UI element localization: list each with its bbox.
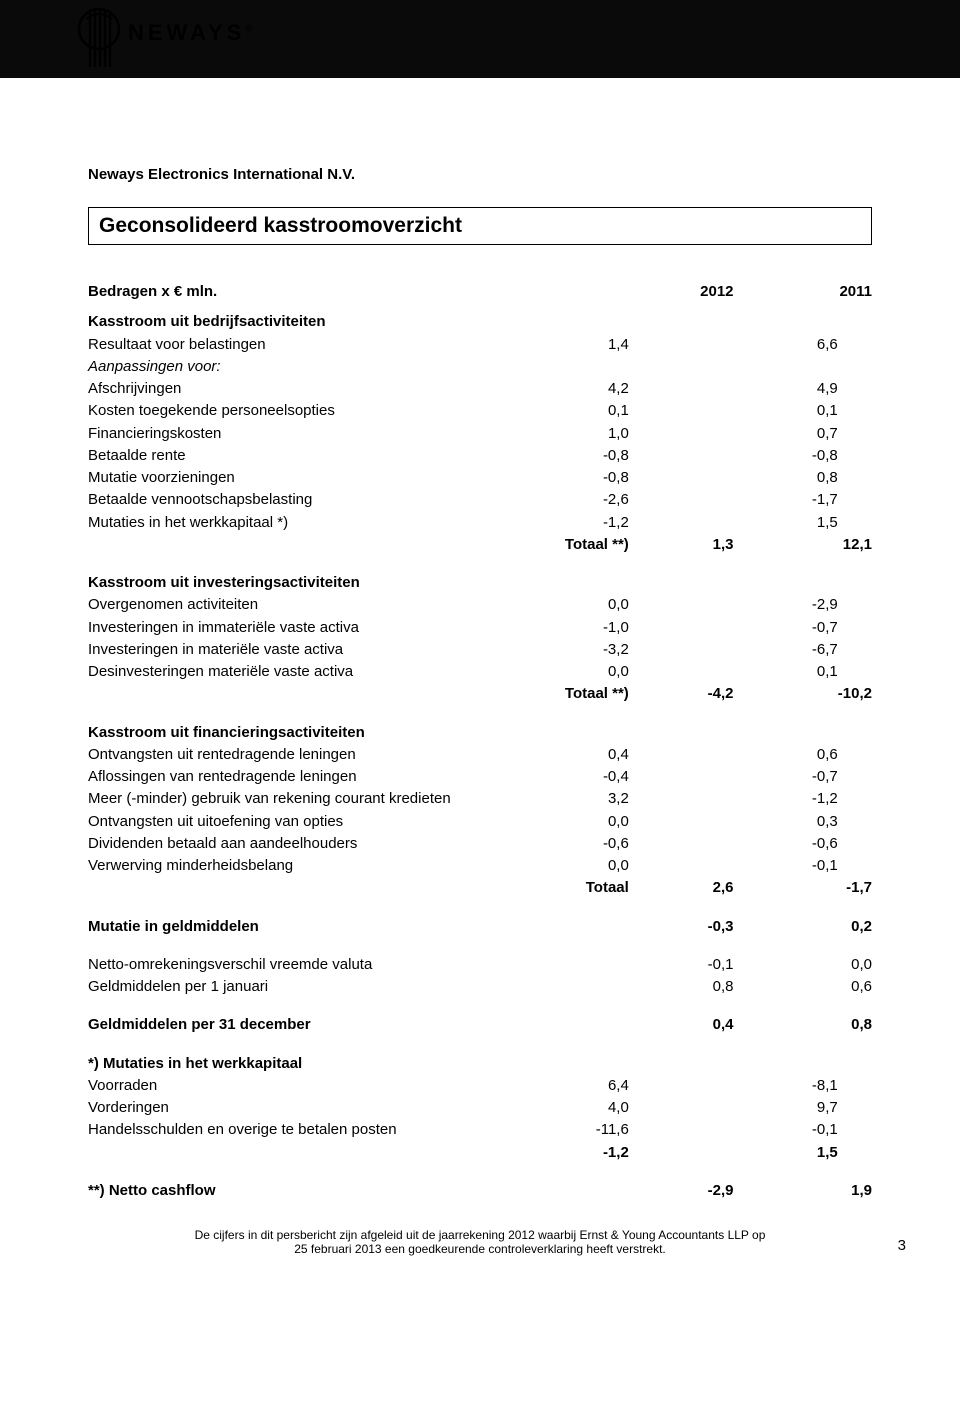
units-label: Bedragen x € mln.	[88, 281, 523, 303]
document-title: Geconsolideerd kasstroomoverzicht	[88, 207, 872, 245]
logo-text: NEWAYS®	[128, 20, 257, 46]
financing-heading: Kasstroom uit financieringsactiviteiten	[88, 722, 872, 744]
logo-icon	[76, 6, 122, 68]
investing-heading: Kasstroom uit investeringsactiviteiten	[88, 572, 872, 594]
footer: De cijfers in dit persbericht zijn afgel…	[88, 1228, 872, 1256]
cashflow-table: Bedragen x € mln. 2012 2011 Kasstroom ui…	[88, 281, 872, 1202]
footer-line-2: 25 februari 2013 een goedkeurende contro…	[294, 1242, 666, 1256]
wc-heading: *) Mutaties in het werkkapitaal	[88, 1053, 872, 1075]
net-cashflow: **) Netto cashflow	[88, 1180, 523, 1202]
logo: NEWAYS®	[76, 6, 257, 68]
page-number: 3	[898, 1237, 906, 1254]
operating-heading: Kasstroom uit bedrijfsactiviteiten	[88, 311, 872, 333]
cash-dec31: Geldmiddelen per 31 december	[88, 1014, 523, 1036]
year-2011: 2011	[838, 281, 872, 303]
footer-line-1: De cijfers in dit persbericht zijn afgel…	[195, 1228, 766, 1242]
cash-mutation: Mutatie in geldmiddelen	[88, 916, 523, 938]
year-2012: 2012	[629, 281, 734, 303]
header-bar: NEWAYS®	[0, 0, 960, 78]
company-name: Neways Electronics International N.V.	[88, 166, 872, 183]
